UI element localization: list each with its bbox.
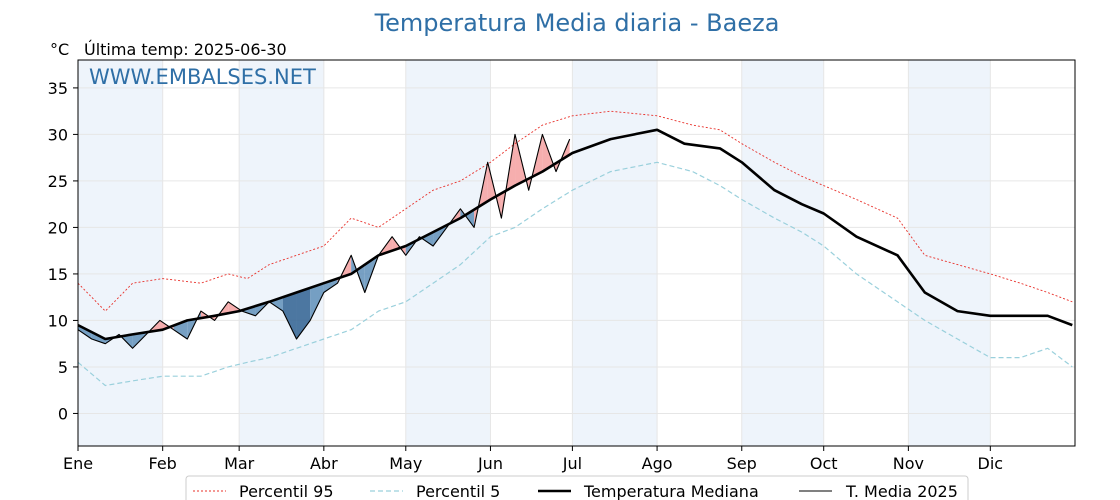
x-tick-label: Mar	[224, 454, 255, 473]
legend-label-current: T. Media 2025	[845, 482, 958, 500]
y-tick-label: 5	[58, 358, 68, 377]
series-line-median	[77, 128, 1073, 341]
y-tick-label: 20	[48, 218, 68, 237]
plot-frame	[77, 59, 1076, 447]
series-line-current	[77, 133, 571, 349]
legend-label-median: Temperatura Mediana	[583, 482, 759, 500]
x-tick-label: Dic	[978, 454, 1004, 473]
x-tick-label: Jun	[477, 454, 503, 473]
month-band	[78, 60, 163, 446]
month-band	[572, 60, 658, 446]
x-axis: Ene Feb Mar Abr May Jun Jul Ago Sep Oct Nov Dic	[63, 446, 1003, 473]
x-tick-label: Sep	[727, 454, 757, 473]
legend-label-p5: Percentil 5	[416, 482, 500, 500]
y-axis-unit: °C	[50, 40, 69, 59]
x-tick-label: Nov	[893, 454, 924, 473]
x-tick-label: Abr	[310, 454, 338, 473]
month-band	[405, 60, 491, 446]
anomaly-below	[419, 232, 434, 247]
chart-title: Temperatura Media diaria - Baeza	[374, 9, 780, 37]
y-tick-label: 0	[58, 404, 68, 423]
legend-box	[185, 475, 969, 500]
anomaly-above	[200, 311, 215, 321]
y-tick-label: 10	[48, 311, 68, 330]
x-tick-label: May	[389, 454, 422, 473]
month-band	[741, 60, 824, 446]
y-tick-label: 35	[48, 79, 68, 98]
anomaly-below	[323, 278, 338, 293]
month-band	[908, 60, 991, 446]
y-tick-label: 30	[48, 125, 68, 144]
x-tick-label: Oct	[810, 454, 838, 473]
anomaly-below	[282, 292, 297, 340]
anomaly-below	[296, 287, 311, 340]
anomaly-below	[78, 325, 92, 340]
watermark: WWW.EMBALSES.NET	[89, 65, 316, 89]
x-tick-label: Ago	[642, 454, 673, 473]
y-tick-label: 15	[48, 265, 68, 284]
y-axis: 0 5 10 15 20 25 30 35	[48, 79, 78, 423]
anomaly-below	[310, 283, 324, 321]
month-bands	[78, 60, 991, 446]
legend-label-p95: Percentil 95	[239, 482, 334, 500]
x-tick-label: Jul	[562, 454, 582, 473]
x-tick-label: Ene	[63, 454, 93, 473]
month-band	[239, 60, 324, 446]
last-temp-label: Última temp: 2025-06-30	[84, 40, 287, 59]
anomaly-below	[241, 306, 256, 316]
series-line-p95	[77, 110, 1073, 312]
y-tick-label: 25	[48, 172, 68, 191]
series-lines	[77, 110, 1073, 387]
x-tick-label: Feb	[149, 454, 177, 473]
legend: Percentil 95 Percentil 5 Temperatura Med…	[185, 475, 969, 500]
anomaly-below	[269, 297, 283, 312]
